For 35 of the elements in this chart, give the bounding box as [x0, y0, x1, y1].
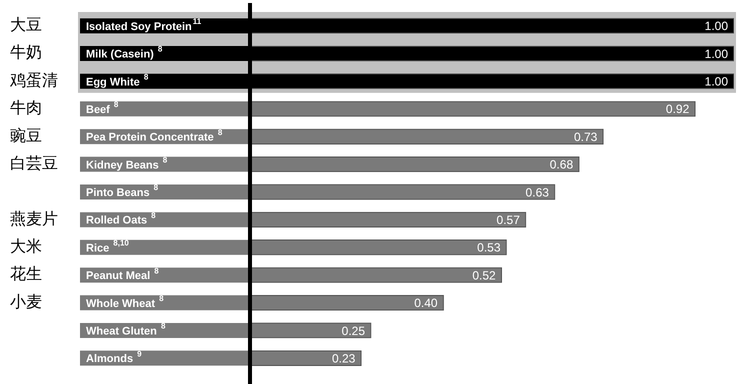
y-tick-label: 小麦 [10, 292, 42, 311]
text: Almonds 9 [86, 349, 142, 366]
text: Milk (Casein) 8 [86, 44, 163, 61]
y-tick-label: 白芸豆 [10, 153, 58, 172]
data-label: 1.00 [704, 74, 728, 89]
data-label: 0.92 [666, 102, 690, 116]
text: Beef 8 [86, 100, 119, 116]
y-tick-label: 花生 [10, 264, 42, 284]
text: Rice 8,10 [86, 238, 130, 254]
data-label: 0.63 [526, 185, 550, 200]
y-tick-label: 大豆 [10, 15, 42, 34]
y-tick-label: 牛肉 [10, 98, 42, 118]
data-label: 0.23 [332, 351, 356, 366]
data-label: 0.53 [477, 240, 501, 255]
text: Wheat Gluten 8 [86, 322, 166, 338]
text: Peanut Meal 8 [86, 266, 160, 282]
data-label: 1.00 [704, 19, 728, 34]
data-label: 0.25 [342, 324, 366, 338]
text: Rolled Oats 8 [86, 210, 156, 227]
data-label: 0.68 [550, 158, 574, 172]
data-label: 1.00 [704, 46, 728, 61]
data-label: 0.57 [496, 213, 520, 228]
text: Egg White 8 [86, 72, 149, 88]
text: Pea Protein Concentrate 8 [86, 128, 223, 144]
y-tick-label: 豌豆 [10, 126, 42, 145]
data-label: 0.73 [574, 130, 598, 144]
text: Whole Wheat 8 [86, 294, 164, 310]
y-tick-label: 鸡蛋清 [9, 70, 58, 90]
y-tick-label: 牛奶 [10, 42, 42, 62]
y-tick-label: 大米 [10, 236, 42, 256]
y-tick-label: 燕麦片 [10, 208, 58, 228]
text: Kidney Beans 8 [86, 156, 168, 172]
data-label: 0.40 [414, 296, 438, 310]
data-label: 0.52 [472, 268, 496, 282]
text: Pinto Beans 8 [86, 183, 159, 200]
